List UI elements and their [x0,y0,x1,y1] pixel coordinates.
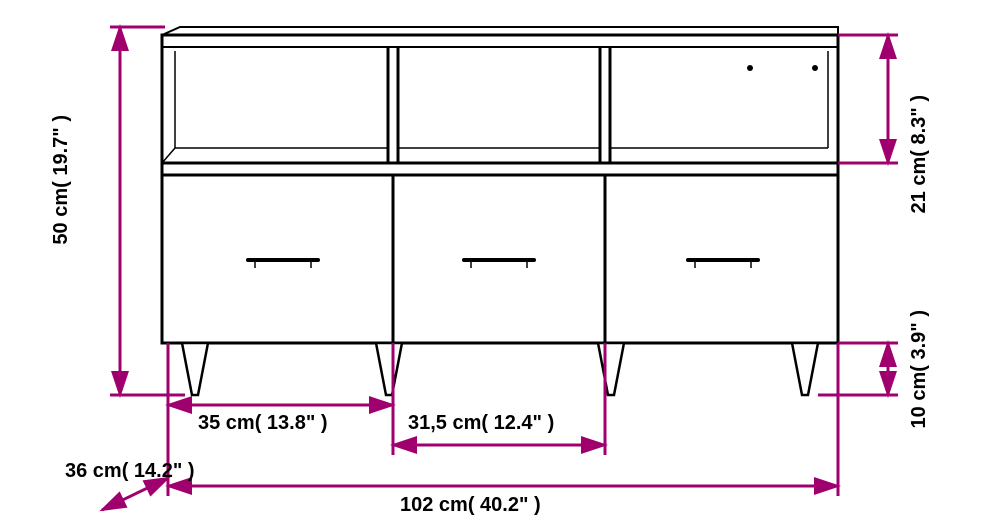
dim-depth: 36 cm( 14.2" ) [65,460,195,483]
cabinet-drawing [162,27,838,343]
cabinet-legs [182,343,818,395]
dim-leg-height: 10 cm( 3.9" ) [908,310,931,428]
dim-height-total: 50 cm( 19.7" ) [50,115,73,245]
dim-width-total: 102 cm( 40.2" ) [400,494,541,517]
dim-shelf-height: 21 cm( 8.3" ) [908,95,931,213]
dim-shelf-width-inner: 31,5 cm( 12.4" ) [408,412,554,435]
dim-shelf-width-outer: 35 cm( 13.8" ) [198,412,328,435]
